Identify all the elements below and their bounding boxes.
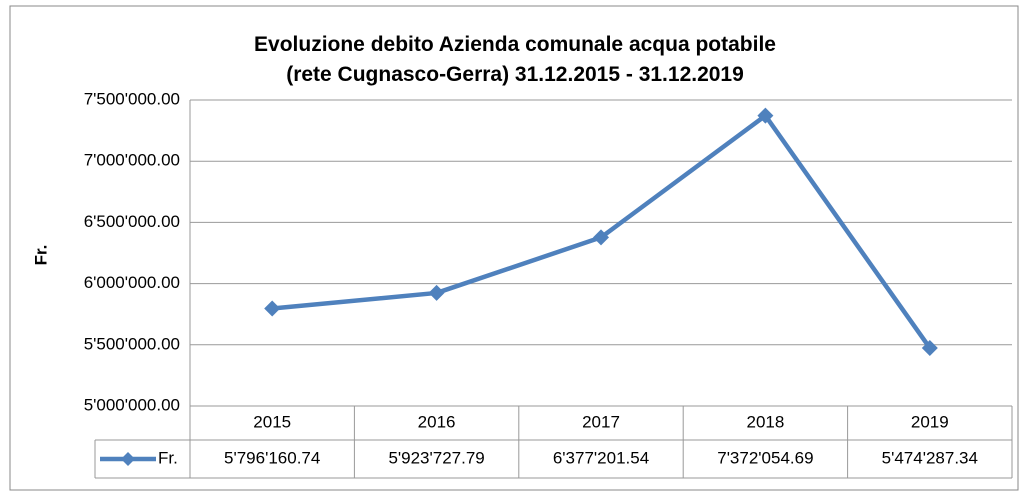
y-tick-label: 5'000'000.00: [84, 395, 180, 414]
marker: [921, 339, 938, 356]
x-tick-label: 2018: [746, 412, 784, 431]
y-tick-label: 7'500'000.00: [84, 89, 180, 108]
y-tick-label: 7'000'000.00: [84, 151, 180, 170]
table-value: 5'923'727.79: [388, 448, 484, 467]
marker: [428, 284, 445, 301]
x-tick-label: 2016: [418, 412, 456, 431]
table-value: 7'372'054.69: [717, 448, 813, 467]
y-axis-label: Fr.: [31, 245, 50, 266]
marker: [593, 229, 609, 246]
chart-border: [9, 5, 1019, 491]
y-tick-label: 6'000'000.00: [84, 273, 180, 292]
table-value: 6'377'201.54: [553, 448, 649, 467]
x-tick-label: 2019: [911, 412, 949, 431]
legend-label: Fr.: [158, 448, 178, 467]
chart-title: Evoluzione debito Azienda comunale acqua…: [254, 33, 776, 86]
table-value: 5'474'287.34: [882, 448, 978, 467]
marker: [264, 300, 281, 317]
legend-marker: [121, 452, 135, 466]
y-tick-label: 6'500'000.00: [84, 212, 180, 231]
x-tick-label: 2015: [253, 412, 291, 431]
x-tick-label: 2017: [582, 412, 620, 431]
y-tick-label: 5'500'000.00: [84, 334, 180, 353]
table-value: 5'796'160.74: [224, 448, 320, 467]
marker: [757, 107, 774, 124]
